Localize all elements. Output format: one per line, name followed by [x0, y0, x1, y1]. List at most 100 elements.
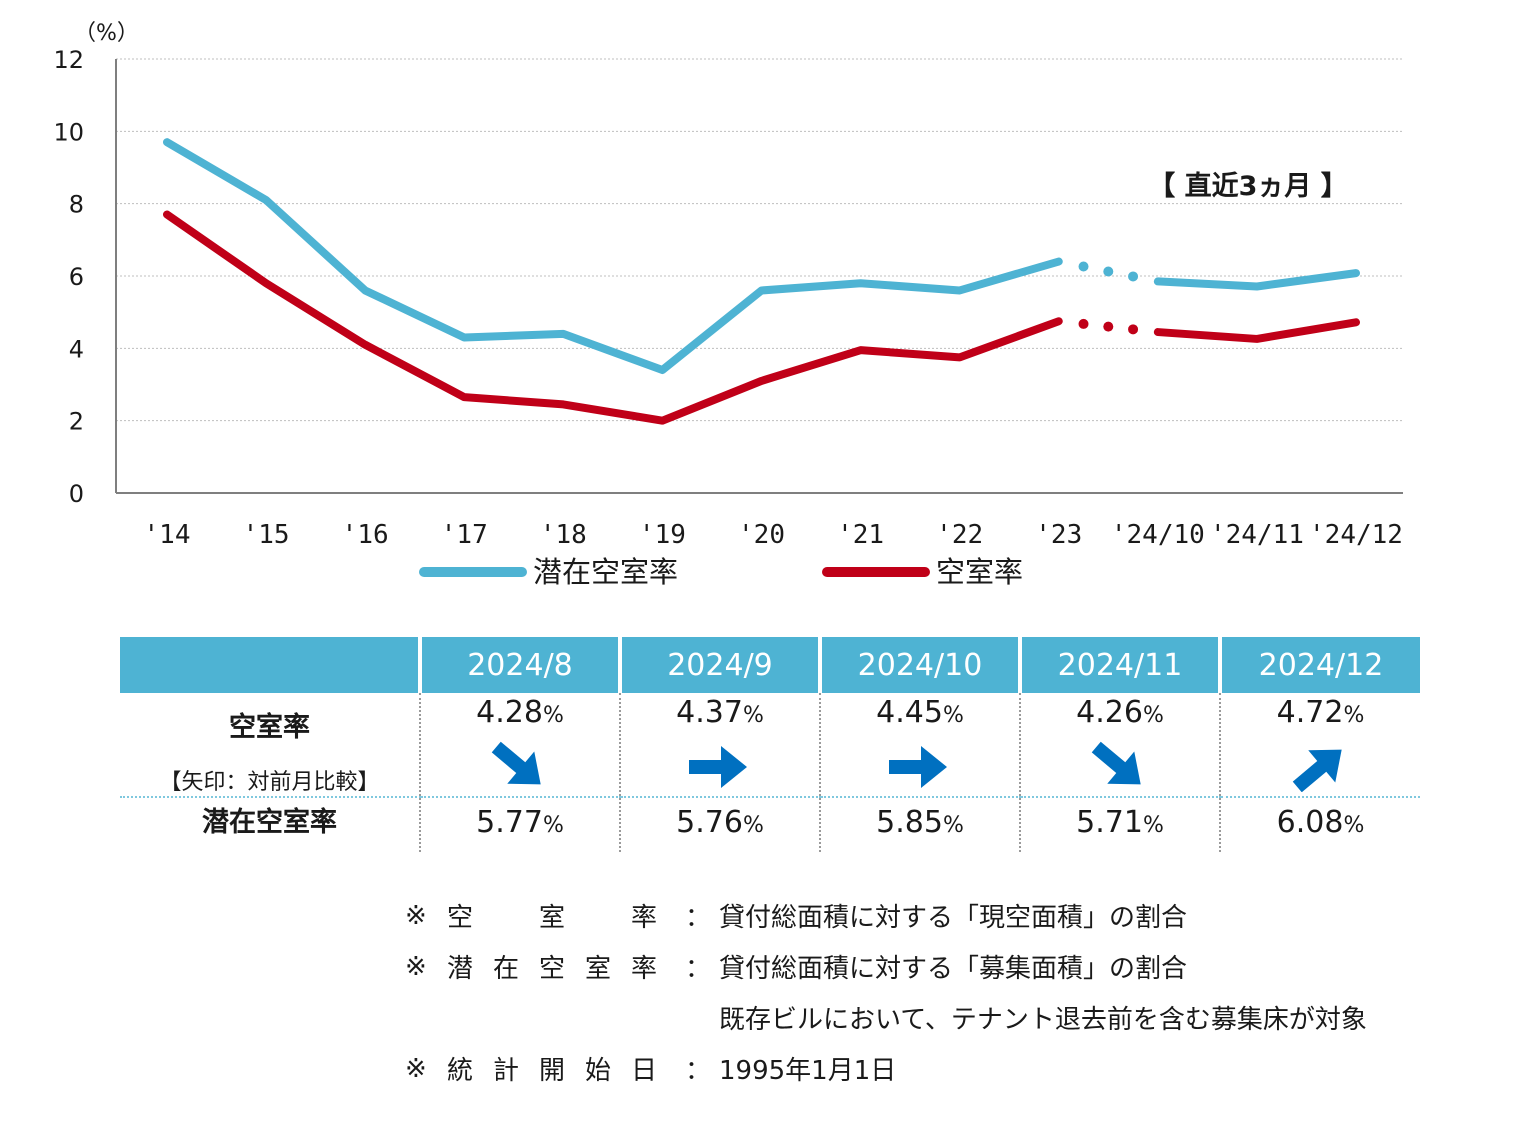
- footnote-mark: ※: [405, 951, 427, 982]
- table-header-cell: 2024/11: [1018, 637, 1220, 693]
- trend-arrow-icon: [689, 746, 747, 788]
- vacancy-value-line: 4.72%: [1221, 693, 1420, 736]
- series-line-1-historical: [163, 210, 1063, 425]
- table-header-cell: 2024/10: [818, 637, 1020, 693]
- potential-cell: 5.76%: [619, 797, 820, 852]
- trend-arrow-shape-down: [1091, 741, 1141, 785]
- trend-arrow-icon: [1091, 741, 1141, 785]
- line-chart: 0 2 4 6 8 10 12（%） '14 '15 '16 '17 '18 '19 '20 '21 '22 '…: [53, 21, 1403, 550]
- table-header-blank: [120, 637, 420, 693]
- x-tick-label: '16: [342, 520, 389, 550]
- x-tick-label: '17: [441, 520, 488, 550]
- y-tick-label: 8: [69, 191, 84, 219]
- unit-label: %: [542, 813, 564, 838]
- potential-value-line: 5.71%: [1021, 798, 1219, 851]
- trend-arrow-shape-down: [491, 741, 541, 785]
- series-line-0-recent: [1153, 269, 1360, 291]
- vacancy-cell: 4.37%: [619, 693, 820, 798]
- vacancy-value-line: 4.26%: [1021, 693, 1219, 736]
- y-tick-label: 0: [69, 480, 84, 508]
- potential-cell: 5.85%: [819, 797, 1020, 852]
- footnote-mark: ※: [405, 1053, 427, 1084]
- x-tick-label: '14: [144, 520, 191, 550]
- trend-arrow-shape-up: [1292, 749, 1342, 792]
- unit-label: %: [1343, 703, 1365, 728]
- vacancy-cell: 4.72%: [1219, 693, 1420, 798]
- y-tick-label: 4: [69, 335, 84, 363]
- footnote-key-char: 空: [538, 954, 565, 984]
- series-gap-dot: [1128, 324, 1139, 335]
- x-tick-label: '24/11: [1210, 520, 1304, 550]
- x-tick-label: '21: [837, 520, 884, 550]
- footnote-key-char: 空: [447, 903, 474, 933]
- x-tick-label: '19: [639, 520, 686, 550]
- unit-label: %: [1142, 703, 1164, 728]
- footnote-row: 既存ビルにおいて、テナント退去前を含む募集床が対象: [405, 992, 1367, 1043]
- vacancy-row-title: 空室率: [229, 712, 310, 743]
- potential-value-line: 5.76%: [621, 798, 819, 851]
- vacancy-value: 4.37: [676, 695, 743, 730]
- footnote-key-char: 日: [630, 1056, 657, 1086]
- footnote-key-char: 在: [492, 954, 519, 984]
- unit-label: %: [942, 813, 964, 838]
- chart-legend: 潜在空室率 空室率: [0, 552, 1540, 596]
- footnote-key-char: 潜: [447, 954, 474, 984]
- legend-label-vacancy: 空室率: [936, 555, 1024, 589]
- footnote-text: 貸付総面積に対する「募集面積」の割合: [719, 954, 1188, 984]
- legend-item-potential-vacancy: 潜在空室率: [419, 552, 678, 592]
- vacancy-value: 4.45: [876, 695, 943, 730]
- legend-label-potential-vacancy: 潜在空室率: [533, 555, 679, 589]
- potential-value-line: 5.77%: [421, 798, 619, 851]
- trend-arrow-shape-flat: [689, 746, 747, 788]
- footnotes: ※ 空 室 率 ： 貸付総面積に対する「現空面積」の割合 ※ 潜 在 空 室 率…: [405, 890, 1367, 1094]
- x-tick-label: '20: [738, 520, 785, 550]
- vacancy-value: 4.28: [476, 695, 543, 730]
- potential-row-header: 潜在空室率: [120, 797, 420, 852]
- series-line-0-historical: [163, 138, 1063, 375]
- potential-cell: 6.08%: [1219, 797, 1420, 852]
- footnote-key-char: 室: [538, 903, 565, 933]
- footnote-colon: ：: [685, 1056, 712, 1086]
- footnote-text: 既存ビルにおいて、テナント退去前を含む募集床が対象: [719, 1005, 1367, 1035]
- y-tick-label: 10: [53, 118, 84, 146]
- legend-swatch-vacancy: [822, 567, 930, 577]
- series-gap-dot: [1103, 321, 1114, 332]
- trend-arrow-shape-flat: [889, 746, 947, 788]
- potential-value-line: 6.08%: [1221, 798, 1420, 851]
- unit-label: %: [942, 703, 964, 728]
- vacancy-value: 4.26: [1076, 695, 1143, 730]
- table-header-cell: 2024/9: [618, 637, 820, 693]
- vacancy-value: 4.72: [1276, 695, 1344, 730]
- vacancy-table: 2024/8 2024/9 2024/10 2024/11 2024/12 空室…: [120, 637, 1420, 852]
- table-header-cell: 2024/8: [418, 637, 620, 693]
- footnote-row: ※ 統 計 開 始 日 ： 1995年1月1日: [405, 1043, 1367, 1094]
- footnote-row: ※ 空 室 率 ： 貸付総面積に対する「現空面積」の割合: [405, 890, 1367, 941]
- y-tick-label: 2: [69, 408, 84, 436]
- trend-arrow-box: [1021, 736, 1219, 792]
- vacancy-value-line: 4.45%: [821, 693, 1019, 736]
- trend-arrow-box: [821, 736, 1019, 792]
- trend-arrow-icon: [1292, 749, 1342, 792]
- footnote-colon: ：: [685, 954, 712, 984]
- potential-value: 5.77: [476, 805, 543, 840]
- potential-cell: 5.71%: [1019, 797, 1220, 852]
- vacancy-cell: 4.45%: [819, 693, 1020, 798]
- legend-item-vacancy: 空室率: [822, 552, 1023, 592]
- unit-label: %: [1142, 813, 1164, 838]
- table-header-cell: 2024/12: [1218, 637, 1420, 693]
- footnote-key-char: 統: [447, 1056, 474, 1086]
- potential-value-line: 5.85%: [821, 798, 1019, 851]
- x-tick-label: '22: [936, 520, 983, 550]
- footnote-key-char: 開: [538, 1056, 565, 1086]
- footnote-mark: ※: [405, 900, 427, 931]
- trend-arrow-box: [1221, 736, 1420, 792]
- footnote-key-char: 計: [492, 1056, 519, 1086]
- footnote-key: 統 計 開 始 日: [435, 1050, 685, 1087]
- vacancy-cell: 4.26%: [1019, 693, 1220, 798]
- vacancy-cell: 4.28%: [419, 693, 620, 798]
- potential-cell: 5.77%: [419, 797, 620, 852]
- footnote-key: 空 室 率: [435, 897, 685, 934]
- vacancy-value-line: 4.37%: [621, 693, 819, 736]
- y-tick-label: 12: [53, 46, 84, 74]
- trend-arrow-icon: [889, 746, 947, 788]
